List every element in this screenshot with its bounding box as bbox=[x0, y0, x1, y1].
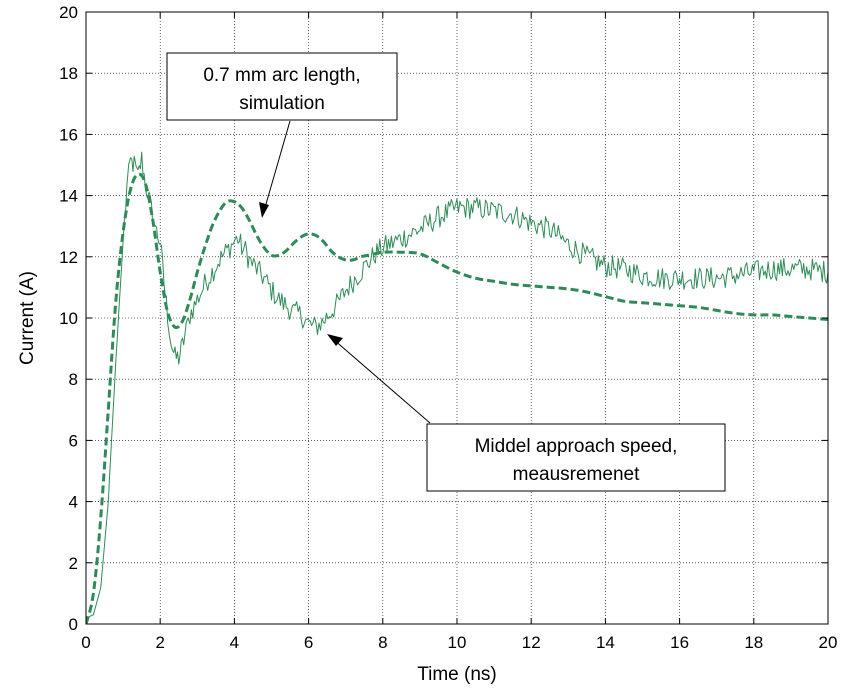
x-tick-labels: 0 2 4 6 8 10 12 14 16 18 20 bbox=[81, 633, 837, 652]
annotation-box bbox=[166, 52, 398, 121]
x-tick-label: 16 bbox=[670, 633, 689, 652]
y-tick-label: 6 bbox=[69, 431, 78, 450]
y-tick-label: 16 bbox=[59, 125, 78, 144]
annotation-arrowhead bbox=[259, 202, 269, 218]
grid bbox=[86, 12, 828, 624]
y-tick-labels: 0 2 4 6 8 10 12 14 16 18 20 bbox=[59, 3, 78, 634]
x-tick-label: 2 bbox=[155, 633, 164, 652]
x-tick-label: 18 bbox=[744, 633, 763, 652]
y-tick-label: 18 bbox=[59, 64, 78, 83]
y-tick-label: 10 bbox=[59, 309, 78, 328]
x-tick-label: 14 bbox=[596, 633, 615, 652]
annotation-line: Middel approach speed, bbox=[475, 436, 678, 457]
x-tick-label: 0 bbox=[81, 633, 90, 652]
y-tick-label: 0 bbox=[69, 615, 78, 634]
x-tick-label: 6 bbox=[304, 633, 313, 652]
series-measurement-line bbox=[86, 151, 828, 619]
x-tick-label: 8 bbox=[378, 633, 387, 652]
annotation-line: simulation bbox=[239, 93, 325, 114]
annotation-line: meausremenet bbox=[513, 464, 640, 485]
y-tick-label: 14 bbox=[59, 187, 78, 206]
x-tick-label: 10 bbox=[448, 633, 467, 652]
annotation-arrow bbox=[332, 338, 431, 424]
y-tick-label: 4 bbox=[69, 493, 78, 512]
x-tick-label: 4 bbox=[230, 633, 239, 652]
annotation-measurement: Middel approach speed, meausremenet bbox=[327, 334, 726, 492]
annotation-arrowhead bbox=[327, 334, 343, 346]
series-simulation-line bbox=[86, 172, 828, 624]
y-tick-label: 12 bbox=[59, 248, 78, 267]
series-layer bbox=[86, 151, 828, 624]
annotation-simulation: 0.7 mm arc length, simulation bbox=[166, 52, 398, 218]
annotation-arrow bbox=[263, 120, 291, 212]
annotation-box bbox=[426, 423, 726, 492]
y-tick-label: 20 bbox=[59, 3, 78, 22]
y-axis-label: Current (A) bbox=[17, 271, 38, 365]
x-tick-label: 20 bbox=[819, 633, 838, 652]
y-tick-label: 2 bbox=[69, 554, 78, 573]
x-tick-label: 12 bbox=[522, 633, 541, 652]
tick-marks bbox=[85, 11, 829, 625]
y-tick-label: 8 bbox=[69, 370, 78, 389]
annotation-line: 0.7 mm arc length, bbox=[203, 65, 360, 86]
x-axis-label: Time (ns) bbox=[417, 664, 497, 685]
